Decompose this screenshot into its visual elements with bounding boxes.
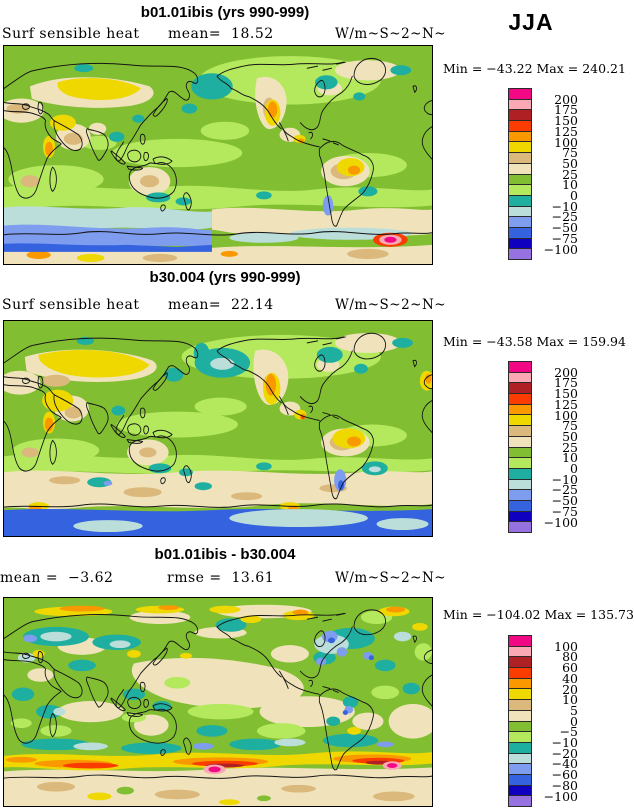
colorbar-tick-label: 40: [562, 670, 578, 686]
colorbar-tick-label: −100: [543, 241, 578, 257]
colorbar-tick-label: 60: [562, 660, 578, 676]
colorbar-tick-label: −25: [551, 209, 578, 225]
colorbar-swatches: [508, 361, 588, 533]
colorbar-tick-label: 200: [554, 91, 578, 107]
colorbar-tick-label: 125: [554, 396, 578, 412]
season-label: JJA: [508, 9, 554, 35]
colorbar-tick-label: −100: [543, 788, 578, 804]
colorbar-tick-label: 50: [562, 428, 578, 444]
panel2-colorbar: 200 175 150 125 100 75 50 25 10 0 −10 −25 −50 −75 −100: [508, 361, 588, 533]
colorbar-tick-label: 75: [562, 418, 578, 434]
panel3-mean-stat: mean = −3.62: [0, 570, 114, 586]
colorbar-tick-label: 150: [554, 386, 578, 402]
colorbar-tick-label: 0: [570, 188, 578, 203]
panel2-map-svg: [4, 321, 432, 536]
colorbar-tick-label: −10: [551, 198, 578, 214]
colorbar-swatches: [508, 88, 588, 260]
colorbar-tick-label: 80: [562, 649, 578, 665]
colorbar-tick-label: 175: [554, 102, 578, 118]
panel2-map: [3, 320, 433, 537]
panel1-mean-stat: mean= 18.52: [168, 26, 274, 42]
panel3-colorbar: 100 80 60 40 20 10 5 0 −5 −10 −20 −40 −60 −80 −100: [508, 635, 588, 807]
panel3-rmse-stat: rmse = 13.61: [167, 570, 275, 586]
colorbar-tick-label: 100: [554, 638, 578, 654]
colorbar-swatch: [508, 795, 532, 807]
colorbar-tick-label: −60: [551, 767, 578, 783]
panel3-map: [3, 597, 433, 807]
colorbar-tick-label: −50: [551, 220, 578, 236]
panel3-map-svg: [4, 598, 432, 806]
colorbar-tick-label: 25: [562, 439, 578, 455]
colorbar-swatch: [508, 521, 532, 533]
colorbar-tick-label: −10: [551, 735, 578, 750]
panel1-map: [3, 45, 433, 265]
colorbar-tick-label: 10: [562, 177, 578, 193]
panel2-mean-stat: mean= 22.14: [168, 297, 274, 313]
colorbar-tick-label: −25: [551, 482, 578, 498]
colorbar-tick-label: 20: [562, 681, 578, 697]
panel3-units: W/m~S~2~N~: [335, 570, 447, 586]
colorbar-tick-label: −75: [551, 503, 578, 519]
colorbar-tick-label: 200: [554, 364, 578, 380]
colorbar-tick-label: 100: [554, 407, 578, 423]
panel2-units: W/m~S~2~N~: [335, 297, 447, 313]
colorbar-tick-label: 50: [562, 155, 578, 171]
colorbar-swatches: [508, 635, 588, 807]
panel1-variable-label: Surf sensible heat: [2, 26, 140, 42]
colorbar-tick-label: 175: [554, 375, 578, 391]
panel1-map-svg: [4, 46, 432, 264]
colorbar-tick-label: 0: [570, 461, 578, 476]
colorbar-tick-label: 10: [562, 450, 578, 466]
colorbar-tick-label: 75: [562, 145, 578, 161]
colorbar-tick-label: 5: [570, 702, 578, 718]
colorbar-tick-label: −75: [551, 230, 578, 246]
colorbar-tick-label: −50: [551, 493, 578, 509]
panel1-minmax: Min = −43.22 Max = 240.21: [443, 61, 626, 76]
colorbar-tick-label: 100: [554, 134, 578, 150]
panel3-minmax: Min = −104.02 Max = 135.73: [443, 607, 634, 622]
colorbar-tick-label: −5: [559, 724, 578, 740]
panel2-minmax: Min = −43.58 Max = 159.94: [443, 334, 626, 349]
colorbar-tick-label: −40: [551, 756, 578, 772]
panel2-variable-label: Surf sensible heat: [2, 297, 140, 313]
panel2-title: b30.004 (yrs 990-999): [149, 269, 301, 286]
panel3-title: b01.01ibis - b30.004: [154, 546, 296, 563]
panel1-title: b01.01ibis (yrs 990-999): [140, 4, 310, 21]
colorbar-tick-label: 150: [554, 113, 578, 129]
panel1-colorbar: 200 175 150 125 100 75 50 25 10 0 −10 −25 −50 −75 −100: [508, 88, 588, 260]
colorbar-tick-label: −10: [551, 471, 578, 487]
colorbar-tick-label: 0: [570, 713, 578, 729]
panel1-units: W/m~S~2~N~: [335, 26, 447, 42]
colorbar-swatch: [508, 248, 532, 260]
colorbar-tick-label: −80: [551, 777, 578, 793]
colorbar-tick-label: −20: [551, 745, 578, 761]
colorbar-tick-label: 10: [562, 692, 578, 708]
colorbar-tick-label: 25: [562, 166, 578, 182]
colorbar-tick-label: −100: [543, 514, 578, 530]
colorbar-tick-label: 125: [554, 123, 578, 139]
